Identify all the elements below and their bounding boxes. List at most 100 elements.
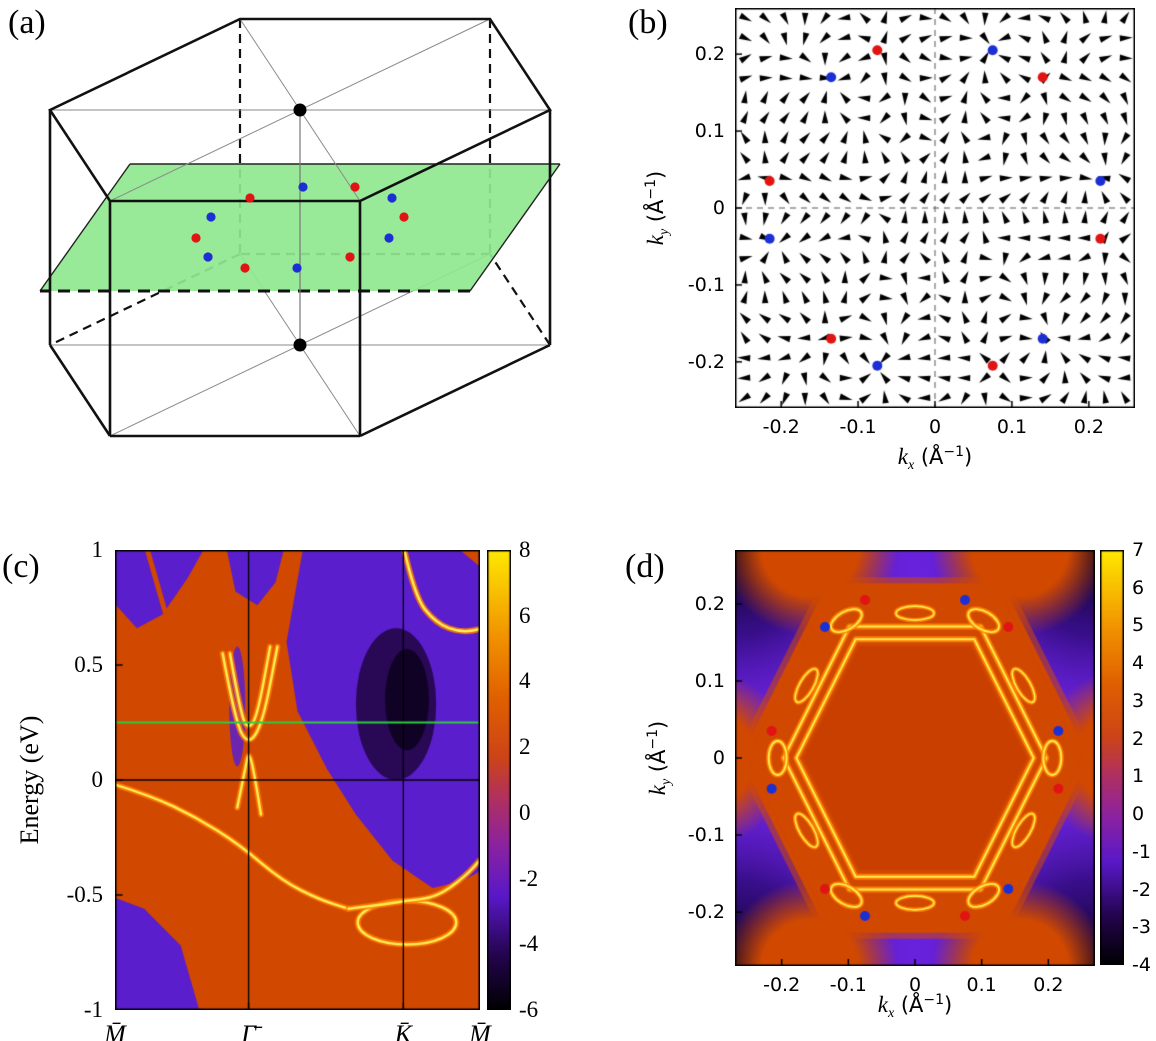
tick-label: 5 (1132, 614, 1145, 637)
tick-label: 0.2 (694, 43, 725, 66)
tick-label: -0.2 (763, 974, 801, 996)
fermi-arc-heatmap (735, 550, 1095, 966)
tick-label: 0 (712, 747, 725, 769)
plane-edge-left (39, 163, 131, 292)
ky-exponent: −1 (642, 178, 659, 200)
weyl-point-blue (203, 252, 213, 262)
tick-label: -0.2 (687, 901, 725, 924)
panel-c-y-axis-label: Energy (eV) (15, 715, 44, 845)
tick-label: Γ̄ (241, 1020, 256, 1041)
kx-symbol: k (897, 444, 908, 469)
weyl-point-blue (298, 182, 308, 192)
plane-edge-right (469, 163, 561, 292)
tick-label: -0.1 (687, 273, 725, 296)
tick-label: 4 (1132, 652, 1145, 675)
ky-unit: (Å (643, 199, 668, 229)
tick-label: 1 (91, 537, 104, 562)
weyl-point-red (245, 193, 255, 203)
tick-label: -4 (519, 931, 539, 957)
tick-label: -3 (1132, 916, 1151, 939)
tick-label: -4 (1132, 954, 1151, 976)
tick-label: 0.2 (1073, 416, 1104, 438)
tick-label: 0 (712, 197, 725, 219)
kx-unit-close: ) (944, 993, 953, 1017)
tick-label: -0.1 (839, 416, 877, 438)
tick-label: 0 (1132, 803, 1145, 826)
panel-b-label: (b) (628, 4, 668, 41)
tick-label: 0.1 (996, 416, 1028, 438)
tick-label: 7 (1132, 539, 1145, 561)
panel-c-surface-band-structure: (c) Energy (eV) 1 0.5 0 -0.5 -1 M̄ Γ̄ K̄ M̄ 8 6 4 2 0… (0, 530, 620, 1041)
kx-unit: (Å (894, 993, 924, 1017)
tick-label: 0.2 (694, 592, 725, 615)
weyl-point-blue (384, 233, 394, 243)
kx-symbol: k (877, 992, 888, 1017)
tick-label: 8 (519, 537, 531, 562)
panel-d-y-axis-label: ky (Å−1) (645, 721, 675, 796)
kx-subscript: x (887, 1006, 895, 1022)
tick-label: -2 (1132, 878, 1151, 901)
weyl-point-red (399, 212, 409, 222)
panel-b-x-axis-label: kx (Å−1) (735, 444, 1135, 474)
colorbar-panel-d (1100, 550, 1124, 965)
tick-label: -0.1 (829, 974, 867, 996)
ky-symbol: k (644, 785, 670, 796)
ky-unit-close: ) (645, 720, 670, 729)
tick-label: K̄ (394, 1020, 413, 1041)
tick-label: 0 (908, 974, 922, 996)
panel-d-label: (d) (625, 548, 665, 585)
bz-edge (48, 344, 112, 437)
panel-c-label: (c) (2, 548, 40, 585)
weyl-point-red (191, 233, 201, 243)
tick-label: -0.5 (66, 882, 103, 907)
panel-a-label: (a) (8, 4, 46, 41)
tick-label: 0 (928, 416, 942, 438)
kx-unit-close: ) (964, 445, 973, 469)
tick-label: -0.2 (762, 416, 800, 438)
tick-label: M̄ (104, 1020, 126, 1041)
kx-exponent: −1 (923, 992, 945, 1008)
tick-label: -1 (83, 997, 103, 1022)
ky-symbol: k (642, 235, 668, 246)
bz-hidden-edge (489, 253, 551, 346)
panel-d-x-axis-label: kx (Å−1) (735, 992, 1095, 1022)
tick-label: 0 (519, 799, 531, 825)
tick-label: M̄ (469, 1020, 491, 1041)
weyl-point-blue (292, 263, 302, 273)
weyl-point-red (345, 252, 355, 262)
tick-label: 6 (519, 602, 531, 628)
tick-label: -0.1 (687, 824, 725, 847)
tick-label: 4 (519, 668, 531, 694)
ky-unit-close: ) (643, 170, 668, 179)
tick-label: 0.1 (694, 669, 725, 692)
tick-label: 2 (1132, 727, 1145, 750)
tick-label: 1 (1132, 765, 1145, 788)
tick-label: 2 (519, 734, 531, 760)
panel-b-y-axis-label: ky (Å−1) (643, 171, 673, 246)
tick-label: -1 (1132, 840, 1151, 863)
tick-label: 0.5 (74, 652, 103, 677)
tick-label: 0.1 (966, 974, 997, 996)
brillouin-zone-3d-diagram (39, 17, 561, 438)
axis-point (293, 338, 307, 352)
tick-label: -0.2 (687, 350, 725, 373)
kx-exponent: −1 (943, 444, 965, 460)
tick-label: 0.1 (694, 120, 725, 143)
weyl-point-blue (206, 212, 216, 222)
kx-unit: (Å (914, 445, 944, 469)
panel-a-brillouin-zone: (a) (0, 0, 620, 520)
weyl-point-blue (387, 193, 397, 203)
weyl-point-red (350, 182, 360, 192)
berry-curvature-quiver-plot (735, 8, 1135, 408)
surface-spectral-heatmap (115, 550, 480, 1010)
bz-top-face (48, 17, 552, 203)
panel-b-berry-curvature-quiver: (b) kx (Å−1) ky (Å−1) -0.2 -0.1 0 0.1 0.2 0.2… (620, 0, 1156, 520)
tick-label: 3 (1132, 689, 1145, 712)
kx-subscript: x (907, 458, 915, 474)
tick-label: -6 (519, 997, 539, 1022)
bz-edge (359, 343, 551, 438)
panel-d-fermi-arc-contour: (d) kx (Å−1) ky (Å−1) -0.2 -0.1 0 0.1 0.2 0.2… (620, 530, 1156, 1041)
colorbar-panel-c (487, 550, 511, 1010)
tick-label: 0 (91, 767, 104, 792)
